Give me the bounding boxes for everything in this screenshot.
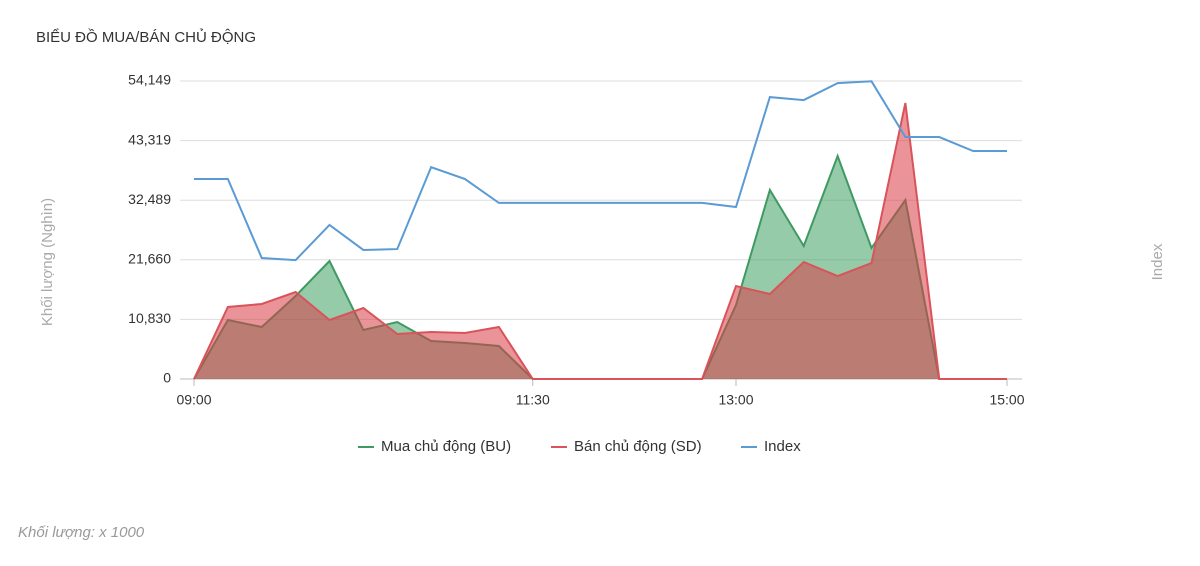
x-tick-label: 09:00 xyxy=(176,392,211,408)
chart-title: BIỂU ĐỒ MUA/BÁN CHỦ ĐỘNG xyxy=(36,28,256,46)
area-fill xyxy=(194,103,1007,379)
y-tick-label: 54,149 xyxy=(128,72,171,88)
x-tick-label: 15:00 xyxy=(989,392,1024,408)
legend-label: Bán chủ động (SD) xyxy=(574,438,702,455)
footnote: Khối lượng: x 1000 xyxy=(18,524,145,541)
y-tick-label: 0 xyxy=(163,370,171,386)
legend-label: Mua chủ động (BU) xyxy=(381,438,511,455)
y-tick-label: 21,660 xyxy=(128,251,171,267)
y-tick-label: 10,830 xyxy=(128,310,171,326)
x-tick-label: 11:30 xyxy=(516,392,550,408)
legend-label: Index xyxy=(764,438,801,455)
y-tick-label: 32,489 xyxy=(128,191,171,207)
y-tick-label: 43,319 xyxy=(128,131,171,147)
y2-axis-label: Index xyxy=(1149,243,1166,280)
area-line xyxy=(193,102,1007,380)
x-tick-label: 13:00 xyxy=(718,392,753,408)
index-line xyxy=(194,80,1007,262)
y-axis-label: Khối lượng (Nghìn) xyxy=(39,198,56,326)
